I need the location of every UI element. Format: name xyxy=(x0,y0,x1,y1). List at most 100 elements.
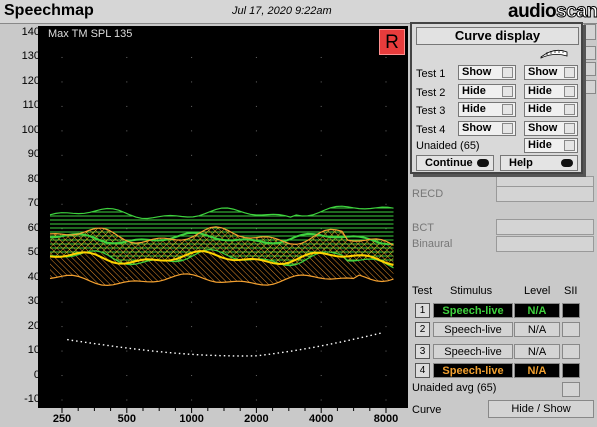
y-tick-label: -10 xyxy=(24,393,40,405)
grid-dot xyxy=(126,154,128,156)
continue-button[interactable]: Continue xyxy=(416,155,494,171)
right-edge-control-4[interactable] xyxy=(584,80,596,94)
grid-dot xyxy=(126,350,128,352)
help-button[interactable]: Help xyxy=(500,155,578,171)
x-axis-ticks xyxy=(61,408,387,413)
test1-average-line xyxy=(49,231,394,246)
speechmap-plot xyxy=(38,26,408,408)
right-edge-control-3[interactable] xyxy=(584,62,596,76)
test-1-right-checkbox[interactable] xyxy=(564,67,575,78)
test-2-right-text: Hide xyxy=(528,85,552,97)
y-tick-label: 60 xyxy=(27,221,40,234)
test-2-left-text: Hide xyxy=(462,85,486,97)
test-1-right-option[interactable]: Show xyxy=(524,65,578,80)
test-3-right-text: Hide xyxy=(528,103,552,115)
grid-dot xyxy=(191,56,193,58)
unaided-checkbox[interactable] xyxy=(564,140,575,151)
test-4-left-checkbox[interactable] xyxy=(502,123,513,134)
y-tick-label: 110 xyxy=(22,99,40,112)
right-edge-control-2[interactable] xyxy=(584,46,596,60)
test4-overlap-band xyxy=(50,226,394,268)
y-tick-label: 20 xyxy=(27,319,40,332)
grid-dot xyxy=(61,350,63,352)
grid-dot xyxy=(191,105,193,107)
grid-dot xyxy=(320,375,322,377)
grid-dot xyxy=(126,375,128,377)
grid-dot xyxy=(61,130,63,132)
grid-dot xyxy=(320,105,322,107)
dialog-test-2-label: Test 2 xyxy=(416,87,446,99)
binaural-field[interactable] xyxy=(496,236,594,252)
test-3-stimulus[interactable]: Speech-live xyxy=(433,344,513,359)
test-2-left-option[interactable]: Hide xyxy=(458,84,516,99)
recd-field[interactable] xyxy=(496,186,594,202)
right-edge-control-1[interactable] xyxy=(584,24,596,40)
test-2-right-option[interactable]: Hide xyxy=(524,84,578,99)
y-tick-label: 0 xyxy=(33,368,40,381)
grid-dot xyxy=(255,105,257,107)
test-4-right-option[interactable]: Show xyxy=(524,121,578,136)
grid-dot xyxy=(126,105,128,107)
continue-key-icon xyxy=(477,159,489,167)
level-header: Level xyxy=(524,285,551,297)
test4-lower-line xyxy=(49,273,394,287)
test-3-right-checkbox[interactable] xyxy=(564,104,575,115)
test-2-button[interactable]: 2 xyxy=(415,322,430,337)
dialog-test-3-label: Test 3 xyxy=(416,105,446,117)
grid-dot xyxy=(191,154,193,156)
grid-dot xyxy=(61,179,63,181)
test-2-left-checkbox[interactable] xyxy=(502,86,513,97)
test-1-stimulus[interactable]: Speech-live xyxy=(433,303,513,318)
x-tick-label: 250 xyxy=(52,413,72,425)
binaural-label: Binaural xyxy=(412,238,453,250)
grid-dot xyxy=(320,326,322,328)
brand-logo-b: scan xyxy=(556,1,597,23)
test-2-right-checkbox[interactable] xyxy=(564,86,575,97)
hide-show-button[interactable]: Hide / Show xyxy=(488,400,594,418)
curve-label: Curve xyxy=(412,404,442,416)
test-3-left-checkbox[interactable] xyxy=(502,104,513,115)
title-bar: Speechmap Jul 17, 2020 9:22am audioscan xyxy=(0,0,597,24)
test-3-left-option[interactable]: Hide xyxy=(458,102,516,117)
grid-dot xyxy=(61,81,63,83)
grid-dot xyxy=(126,326,128,328)
grid-dot xyxy=(255,56,257,58)
unaided-avg-label: Unaided avg (65) xyxy=(412,382,497,394)
grid-dot xyxy=(320,56,322,58)
test-header: Test xyxy=(412,285,433,297)
grid-dot xyxy=(191,301,193,303)
grid-dot xyxy=(126,179,128,181)
unaided-option[interactable]: Hide xyxy=(524,138,578,153)
test-1-level[interactable]: N/A xyxy=(514,303,560,318)
grid-dot xyxy=(385,326,387,328)
test-1-left-checkbox[interactable] xyxy=(502,67,513,78)
grid-dot xyxy=(191,350,193,352)
y-tick-label: 130 xyxy=(21,50,40,63)
grid-dot xyxy=(320,81,322,83)
test-3-level[interactable]: N/A xyxy=(514,344,560,359)
right-ear-badge[interactable]: R xyxy=(379,29,405,55)
grid-dot xyxy=(385,301,387,303)
grid-dot xyxy=(191,203,193,205)
test-3-button[interactable]: 3 xyxy=(415,344,430,359)
test-4-stimulus[interactable]: Speech-live xyxy=(433,363,513,378)
test-2-stimulus[interactable]: Speech-live xyxy=(433,322,513,337)
test-3-sii xyxy=(562,344,580,359)
bct-field[interactable] xyxy=(496,219,594,235)
test-1-button[interactable]: 1 xyxy=(415,303,430,318)
grid-dot xyxy=(255,130,257,132)
continue-button-label: Continue xyxy=(425,157,473,169)
test-1-left-option[interactable]: Show xyxy=(458,65,516,80)
grid-dot xyxy=(320,350,322,352)
test-4-left-option[interactable]: Show xyxy=(458,121,516,136)
test-2-level[interactable]: N/A xyxy=(514,322,560,337)
test-4-level[interactable]: N/A xyxy=(514,363,560,378)
grid-dot xyxy=(61,56,63,58)
test-3-right-option[interactable]: Hide xyxy=(524,102,578,117)
x-tick-label: 4000 xyxy=(308,413,334,425)
grid-dot xyxy=(255,179,257,181)
test-4-button[interactable]: 4 xyxy=(415,363,430,378)
brand-logo: audioscan xyxy=(508,1,597,23)
grid-dot xyxy=(191,375,193,377)
test-4-right-checkbox[interactable] xyxy=(564,123,575,134)
